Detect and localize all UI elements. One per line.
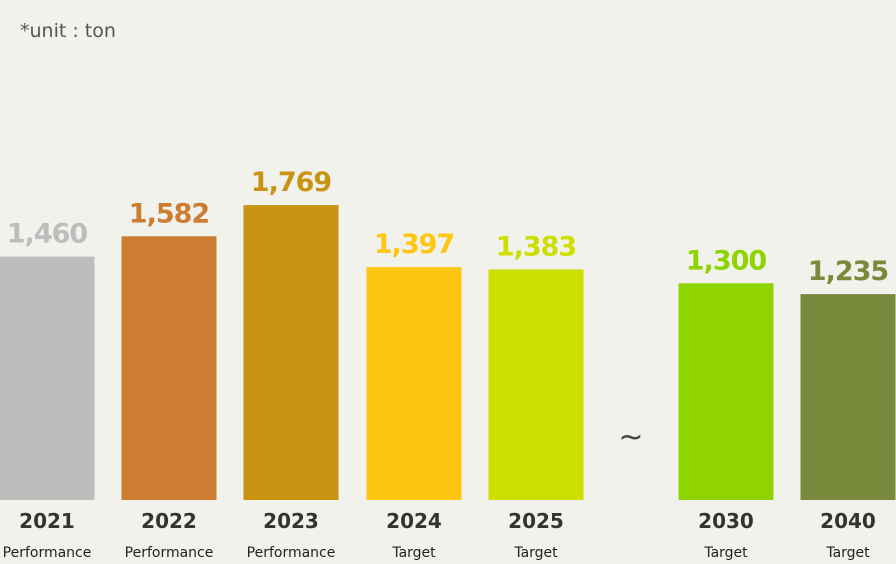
subcategory-label-2025: Target <box>513 545 558 561</box>
category-label-2040: 2040 <box>820 509 876 533</box>
bar-2023 <box>243 205 339 500</box>
value-label-2024: 1,397 <box>374 229 454 260</box>
value-label-2030: 1,300 <box>686 245 767 276</box>
subcategory-label-2023: Performance <box>247 545 336 561</box>
category-label-2023: 2023 <box>263 509 319 533</box>
subcategory-label-2021: Performance <box>3 545 92 561</box>
value-label-2022: 1,582 <box>129 198 209 229</box>
subcategory-label-2024: Target <box>391 545 436 561</box>
bar-2022 <box>121 236 217 501</box>
labels-group: 1,460 2021 Performance 1,582 2022 Performance… <box>3 167 890 561</box>
bar-2025 <box>488 269 584 500</box>
category-label-2024: 2024 <box>386 509 442 533</box>
bar-2024 <box>366 267 462 500</box>
subcategory-label-2022: Performance <box>125 545 214 561</box>
value-label-2021: 1,460 <box>7 219 88 250</box>
bars-group <box>0 205 896 501</box>
category-label-2025: 2025 <box>508 509 564 533</box>
value-label-2040: 1,235 <box>808 256 888 287</box>
subcategory-label-2030: Target <box>703 545 748 561</box>
bar-2040 <box>800 294 896 500</box>
unit-note: *unit : ton <box>20 20 116 42</box>
bar-2030 <box>678 283 774 500</box>
category-label-2022: 2022 <box>141 509 197 533</box>
category-label-2030: 2030 <box>698 509 754 533</box>
bar-2021 <box>0 256 95 500</box>
axis-break-mark: ~ <box>618 420 643 455</box>
subcategory-label-2040: Target <box>825 545 870 561</box>
value-label-2025: 1,383 <box>496 231 576 262</box>
category-label-2021: 2021 <box>19 509 75 533</box>
value-label-2023: 1,769 <box>251 167 332 198</box>
